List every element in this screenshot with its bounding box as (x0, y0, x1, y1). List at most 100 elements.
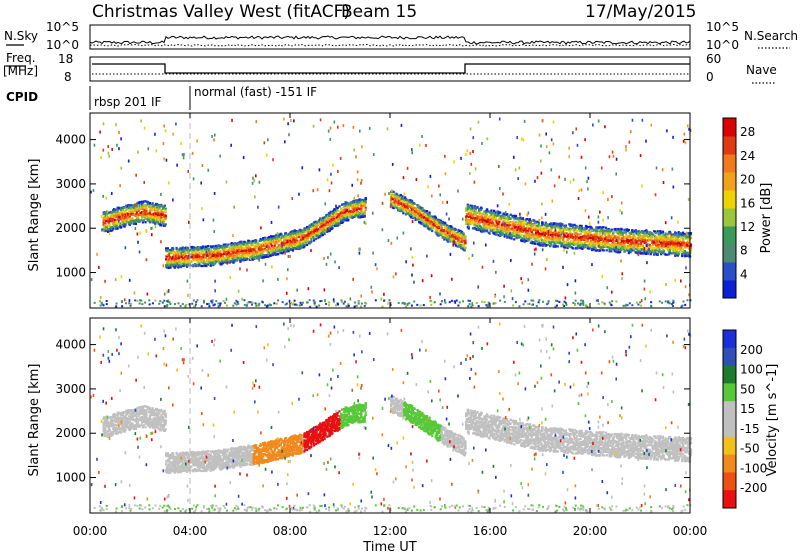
power-echo-cell (528, 238, 531, 241)
power-echo-cell (259, 247, 262, 250)
power-echo-cell (537, 231, 540, 235)
power-echo-cell (341, 211, 344, 214)
power-echo-cell (483, 210, 486, 213)
power-echo-cell (527, 234, 530, 237)
power-echo-cell (278, 251, 281, 255)
power-echo-cell (113, 219, 117, 222)
power-echo-cell (507, 235, 510, 239)
power-echo-cell (163, 218, 166, 222)
power-echo-cell (166, 247, 169, 250)
power-echo-cell (173, 261, 176, 264)
power-echo-cell (280, 233, 283, 236)
power-echo-cell (328, 226, 331, 229)
power-echo-cell (200, 249, 204, 252)
power-echo-cell (420, 214, 423, 217)
power-echo-cell (342, 219, 345, 222)
power-echo-cell (343, 218, 346, 221)
power-echo-cell (331, 227, 334, 230)
power-echo-cell (236, 244, 239, 247)
power-echo-cell (150, 203, 153, 207)
power-echo-cell (507, 229, 511, 232)
power-echo-cell (484, 217, 487, 220)
power-echo-cell (291, 234, 295, 237)
power-echo-cell (523, 240, 526, 243)
power-echo-cell (481, 216, 484, 220)
power-echo-cell (291, 245, 294, 248)
power-echo-cell (221, 261, 225, 264)
power-echo-cell (105, 229, 108, 232)
power-echo-cell (596, 229, 599, 233)
power-echo-cell (141, 221, 145, 224)
power-echo-cell (346, 209, 349, 212)
power-echo-cell (196, 254, 199, 257)
power-echo-cell (436, 232, 439, 235)
power-echo-cell (274, 252, 277, 255)
power-echo-cell (501, 232, 504, 235)
power-echo-cell (249, 244, 252, 247)
power-echo-cell (327, 212, 331, 215)
nave-label: Nave (746, 63, 777, 77)
power-echo-cell (281, 252, 284, 255)
power-echo-cell (219, 246, 222, 249)
power-echo-cell (474, 219, 477, 223)
power-echo-cell (334, 208, 337, 211)
power-echo-cell (277, 252, 280, 256)
power-echo-cell (315, 225, 318, 228)
power-echo-cell (396, 206, 399, 210)
power-echo-cell (530, 230, 533, 234)
power-echo-cell (456, 241, 459, 244)
power-echo-cell (222, 243, 225, 246)
power-echo-cell (313, 224, 316, 227)
power-echo-cell (494, 216, 497, 219)
power-echo-cell (227, 250, 230, 253)
power-echo-cell (313, 237, 316, 240)
power-echo-cell (279, 250, 282, 253)
power-echo-cell (391, 198, 394, 201)
power-echo-cell (321, 233, 324, 236)
power-echo-cell (527, 229, 530, 233)
power-echo-cell (360, 210, 363, 213)
power-echo-cell (514, 214, 518, 218)
power-echo-cell (498, 224, 501, 228)
power-echo-cell (148, 215, 151, 218)
power-echo-cell (310, 238, 313, 241)
power-echo-cell (433, 215, 436, 218)
power-echo-cell (469, 214, 472, 218)
power-echo-cell (127, 205, 131, 208)
power-echo-cell (292, 243, 295, 246)
power-echo-cell (336, 206, 339, 210)
power-echo-cell (503, 230, 506, 233)
power-echo-cell (505, 230, 508, 233)
power-echo-cell (299, 230, 302, 233)
power-echo-cell (333, 218, 336, 221)
power-echo-cell (272, 240, 275, 244)
power-echo-cell (166, 260, 169, 263)
power-echo-cell (302, 243, 305, 246)
power-echo-cell (408, 202, 411, 206)
power-echo-cell (456, 245, 459, 248)
power-echo-cell (534, 227, 537, 230)
power-echo-cell (529, 224, 532, 228)
power-echo-cell (127, 207, 131, 210)
power-echo-cell (208, 258, 211, 261)
power-echo-cell (284, 242, 287, 245)
power-echo-cell (235, 245, 238, 248)
power-echo-cell (272, 252, 275, 255)
power-echo-cell (306, 225, 309, 229)
power-echo-cell (506, 213, 509, 216)
power-echo-cell (104, 222, 107, 225)
power-echo-cell (168, 259, 171, 262)
power-echo-cell (417, 208, 420, 211)
power-echo-cell (177, 259, 180, 262)
power-echo-cell (531, 229, 534, 232)
power-echo-cell (115, 213, 118, 217)
power-echo-cell (145, 207, 148, 211)
power-echo-cell (128, 215, 131, 218)
power-echo-cell (295, 238, 298, 241)
power-echo-cell (161, 218, 164, 222)
power-echo-cell (486, 208, 489, 211)
power-echo-cell (517, 234, 520, 237)
power-echo-cell (533, 241, 536, 244)
power-echo-cell (579, 232, 582, 236)
power-echo-cell (276, 237, 279, 240)
